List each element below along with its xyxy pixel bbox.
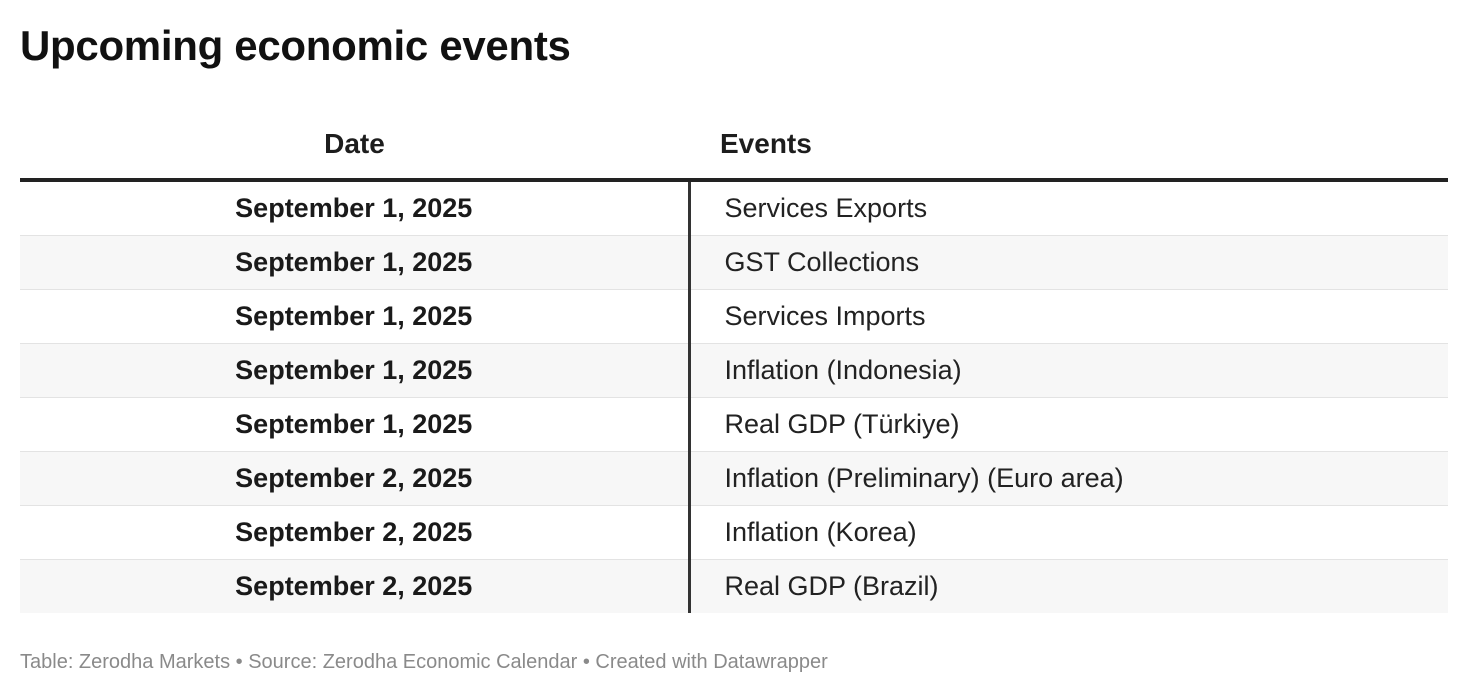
date-cell: September 1, 2025 (20, 289, 691, 344)
table-row: September 1, 2025 Inflation (Indonesia) (20, 343, 1448, 398)
event-cell: Services Exports (689, 180, 1448, 236)
table-body: September 1, 2025 Services Exports Septemb… (20, 180, 1448, 613)
event-cell: Inflation (Indonesia) (689, 343, 1448, 398)
events-table-container: Date Events September 1, 2025 Services Ex… (20, 110, 1448, 613)
table-row: September 1, 2025 GST Collections (20, 235, 1448, 290)
date-cell: September 1, 2025 (20, 180, 691, 236)
table-row: September 1, 2025 Real GDP (Türkiye) (20, 397, 1448, 452)
column-header-date: Date (20, 110, 689, 182)
event-cell: GST Collections (689, 235, 1448, 290)
table-row: September 2, 2025 Inflation (Preliminary)… (20, 451, 1448, 506)
table-footer: Table: Zerodha Markets • Source: Zerodha… (20, 651, 828, 673)
table-row: September 2, 2025 Real GDP (Brazil) (20, 559, 1448, 613)
date-cell: September 2, 2025 (20, 559, 691, 613)
table-row: September 2, 2025 Inflation (Korea) (20, 505, 1448, 560)
event-cell: Real GDP (Türkiye) (689, 397, 1448, 452)
date-cell: September 1, 2025 (20, 235, 691, 290)
event-cell: Inflation (Preliminary) (Euro area) (689, 451, 1448, 506)
table-header: Date Events (20, 110, 1448, 182)
date-cell: September 1, 2025 (20, 397, 691, 452)
event-cell: Inflation (Korea) (689, 505, 1448, 560)
event-cell: Services Imports (689, 289, 1448, 344)
column-header-events: Events (689, 110, 1448, 182)
table-row: September 1, 2025 Services Exports (20, 180, 1448, 236)
date-cell: September 1, 2025 (20, 343, 691, 398)
date-cell: September 2, 2025 (20, 505, 691, 560)
header-row: Date Events (20, 110, 1448, 182)
table-row: September 1, 2025 Services Imports (20, 289, 1448, 344)
table-title: Upcoming economic events (20, 22, 571, 69)
events-table: Date Events September 1, 2025 Services Ex… (20, 110, 1448, 613)
event-cell: Real GDP (Brazil) (689, 559, 1448, 613)
date-cell: September 2, 2025 (20, 451, 691, 506)
